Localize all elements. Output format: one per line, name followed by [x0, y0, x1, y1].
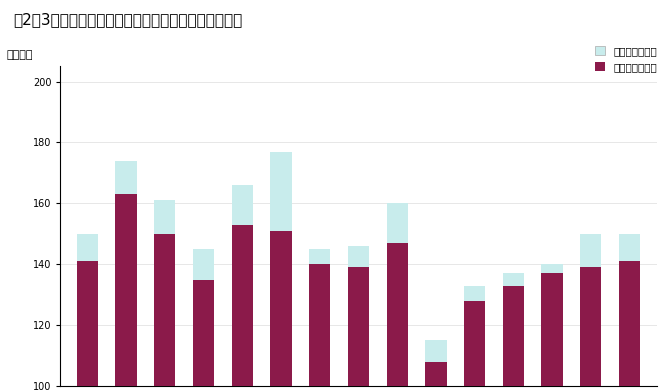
Text: 図2－3　産業別１人平均労働時間数（規横５人以上）: 図2－3 産業別１人平均労働時間数（規横５人以上）: [13, 12, 243, 27]
Bar: [309, 264, 330, 386]
Bar: [580, 267, 602, 386]
Bar: [77, 261, 98, 386]
Bar: [232, 185, 253, 225]
Bar: [232, 225, 253, 386]
Bar: [387, 243, 408, 386]
Bar: [271, 231, 291, 386]
Bar: [464, 301, 485, 386]
Bar: [193, 249, 214, 280]
Bar: [154, 234, 176, 386]
Bar: [502, 273, 524, 285]
Bar: [541, 264, 563, 273]
Bar: [115, 194, 137, 386]
Bar: [619, 261, 640, 386]
Bar: [580, 234, 602, 267]
Text: （時間）: （時間）: [7, 50, 33, 60]
Legend: 所定外労働時間, 所定内労働時間: 所定外労働時間, 所定内労働時間: [595, 46, 657, 72]
Bar: [193, 280, 214, 386]
Bar: [387, 203, 408, 243]
Bar: [309, 249, 330, 264]
Bar: [271, 152, 291, 231]
Bar: [464, 285, 485, 301]
Bar: [115, 161, 137, 194]
Bar: [425, 340, 446, 362]
Bar: [619, 234, 640, 261]
Bar: [425, 362, 446, 386]
Bar: [541, 273, 563, 386]
Bar: [154, 200, 176, 234]
Bar: [502, 285, 524, 386]
Bar: [77, 234, 98, 261]
Bar: [348, 267, 369, 386]
Bar: [348, 246, 369, 267]
